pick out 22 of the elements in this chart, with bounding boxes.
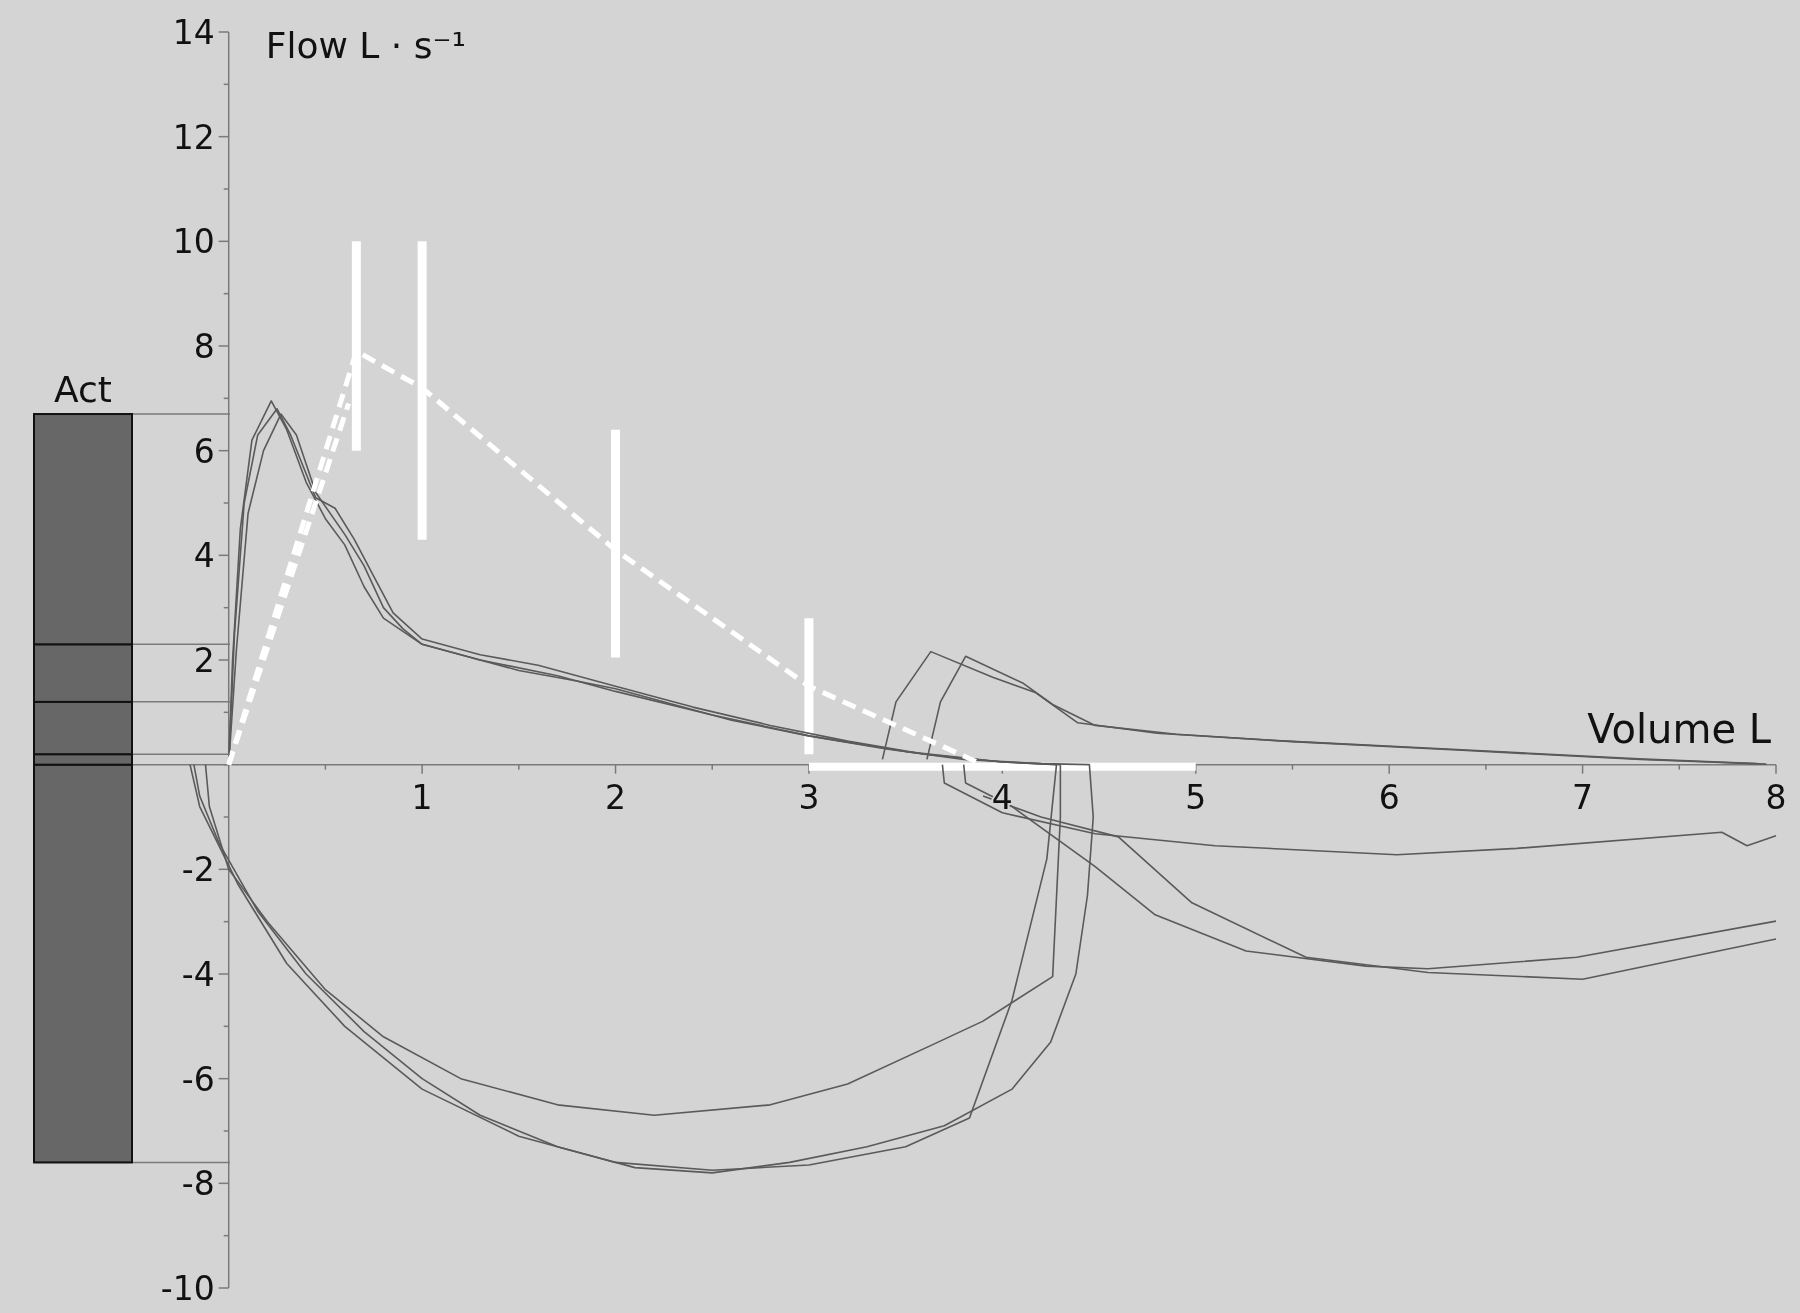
x-tick-label: 1 (411, 777, 433, 817)
y-tick-label: -8 (181, 1164, 215, 1204)
y-tick-label: 6 (193, 431, 215, 471)
y-tick-label: -6 (181, 1059, 215, 1099)
y-tick-label: 14 (172, 12, 215, 52)
y-axis-title: Flow L · s⁻¹ (265, 25, 466, 66)
y-tick-label: -4 (181, 954, 215, 994)
y-tick-label: 2 (193, 640, 215, 680)
y-tick-label: 8 (193, 326, 215, 366)
x-tick-label: 7 (1572, 777, 1594, 817)
x-tick-label: Act (54, 369, 112, 411)
x-tick-label: 3 (798, 777, 820, 817)
x-axis-title: Volume L (1587, 705, 1772, 752)
y-tick-label: -10 (160, 1268, 215, 1308)
x-tick-label: 8 (1765, 777, 1787, 817)
y-tick-label: 10 (172, 222, 215, 262)
x-tick-label: 2 (605, 777, 627, 817)
x-tick-label: 6 (1378, 777, 1400, 817)
y-tick-label: 12 (172, 117, 215, 157)
y-tick-label: 4 (193, 536, 215, 576)
y-tick-label: -2 (181, 850, 215, 890)
x-tick-label: 5 (1185, 777, 1207, 817)
